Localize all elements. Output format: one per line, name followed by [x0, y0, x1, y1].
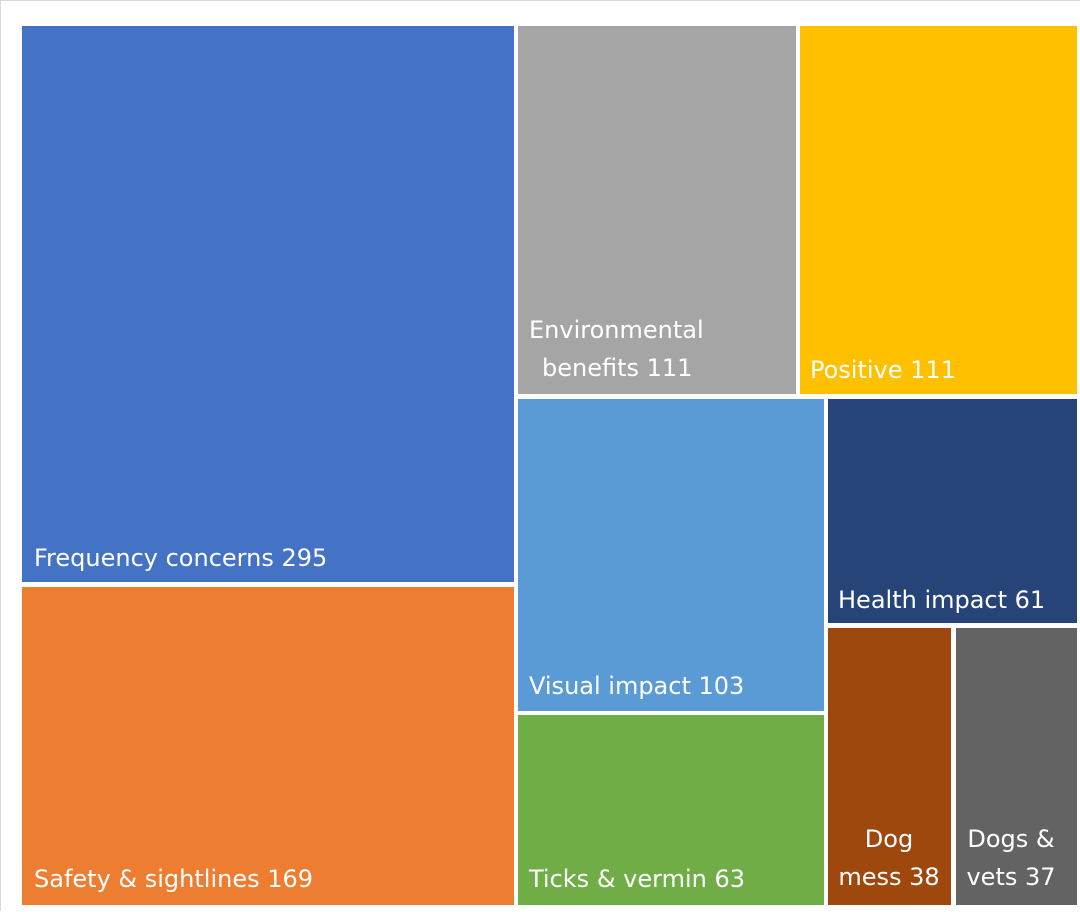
- tile-label-frequency-concerns: Frequency concerns 295: [34, 544, 327, 572]
- tile-label-environmental-benefits-line-2: benefits 111: [542, 354, 692, 382]
- tile-visual-impact: [518, 399, 824, 711]
- tile-health-impact: [828, 399, 1077, 623]
- tile-frequency-concerns: [22, 26, 514, 582]
- tile-ticks-vermin: [518, 715, 824, 905]
- tile-environmental-benefits: [518, 26, 796, 394]
- tile-label-dogs-vets-line-1: Dogs &: [967, 825, 1054, 853]
- tile-label-safety-sightlines: Safety & sightlines 169: [34, 865, 313, 893]
- tile-label-health-impact: Health impact 61: [838, 586, 1045, 614]
- tile-label-dog-mess-line-2: mess 38: [838, 863, 939, 891]
- tile-label-dog-mess-line-1: Dog: [865, 825, 913, 853]
- tile-label-environmental-benefits-line-1: Environmental: [529, 316, 704, 344]
- tile-label-visual-impact: Visual impact 103: [529, 672, 744, 700]
- tile-label-ticks-vermin: Ticks & vermin 63: [528, 865, 745, 893]
- tile-label-positive: Positive 111: [810, 356, 956, 384]
- tile-safety-sightlines: [22, 587, 514, 905]
- tile-label-dogs-vets-line-2: vets 37: [966, 863, 1055, 891]
- tile-dogs-vets: [956, 628, 1077, 905]
- tile-dog-mess: [828, 628, 951, 905]
- tile-positive: [800, 26, 1077, 394]
